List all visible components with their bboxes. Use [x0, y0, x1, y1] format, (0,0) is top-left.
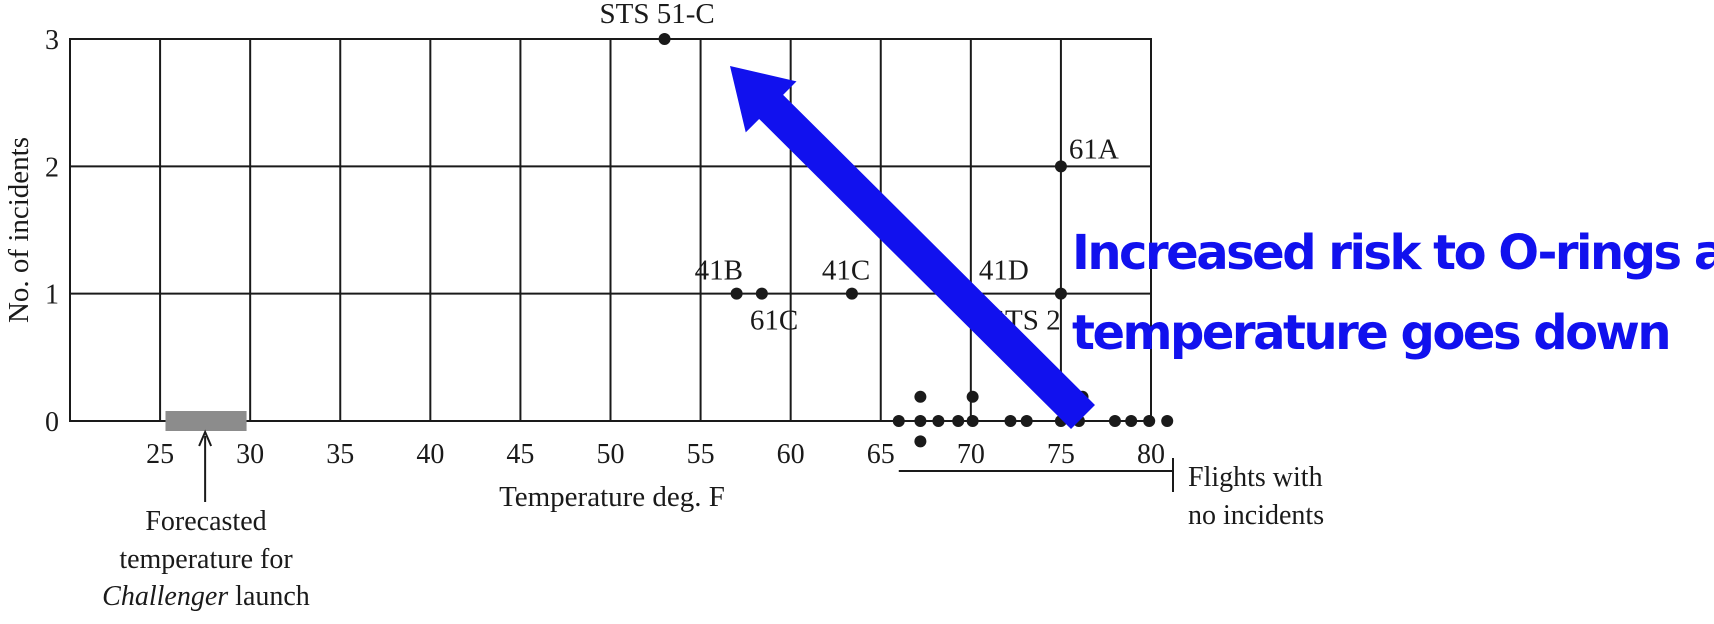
tick-labels: 25 30 35 40 45 50 55 60 65 70 75 80 0 1 2 3: [45, 25, 1165, 470]
risk-annotation-line2: temperature goes down: [1072, 305, 1672, 361]
no-incidents-line2: no incidents: [1188, 500, 1324, 531]
x-tick-label-50: 50: [597, 439, 625, 470]
forecast-temperature-bar: [165, 411, 247, 431]
x-tick-label-60: 60: [777, 439, 805, 470]
forecast-note-line3: Challenger launch: [102, 581, 310, 612]
y-tick-label-3: 3: [45, 25, 59, 56]
no-incident-point-12: [1161, 415, 1174, 427]
forecast-arrow-head: [198, 429, 213, 447]
x-tick-label-30: 30: [236, 439, 264, 470]
no-incident-point-10: [1125, 415, 1138, 427]
incident-point-4: [845, 287, 858, 300]
no-incident-point-5: [1004, 415, 1017, 427]
x-axis-label: Temperature deg. F: [499, 481, 725, 513]
x-tick-label-55: 55: [687, 439, 715, 470]
x-tick-label-35: 35: [326, 439, 354, 470]
no-incident-point-0: [892, 415, 905, 427]
no-incidents-bracket: [898, 458, 1174, 492]
stacked-point-1: [914, 435, 927, 448]
launch-word: launch: [228, 581, 310, 612]
x-tick-label-25: 25: [146, 439, 174, 470]
y-tick-label-0: 0: [45, 407, 59, 438]
incident-point-0: [658, 33, 671, 45]
forecast-note-line1: Forecasted: [145, 506, 266, 537]
chart-grid: [69, 38, 1152, 422]
no-incident-point-3: [952, 415, 965, 427]
x-tick-label-70: 70: [957, 439, 985, 470]
forecast-arrow: [198, 429, 213, 502]
risk-annotation-line1: Increased risk to O-rings as: [1072, 225, 1714, 281]
stacked-point-2: [966, 390, 979, 403]
y-tick-label-2: 2: [45, 152, 59, 183]
stacked-point-0: [914, 390, 927, 403]
no-incident-point-11: [1143, 415, 1156, 427]
point-label-1: 61A: [1069, 133, 1119, 165]
y-axis-label: No. of incidents: [3, 137, 35, 323]
no-incident-point-4: [966, 415, 979, 427]
risk-arrow-shape: [730, 66, 1095, 430]
x-tick-label-40: 40: [416, 439, 444, 470]
x-tick-label-65: 65: [867, 439, 895, 470]
risk-arrow-icon: [730, 66, 1095, 430]
risk-annotation: Increased risk to O-rings as temperature…: [1072, 213, 1714, 373]
incident-point-2: [730, 287, 743, 300]
no-incidents-line1: Flights with: [1188, 462, 1323, 493]
incident-point-3: [755, 287, 768, 300]
x-tick-label-80: 80: [1137, 439, 1165, 470]
point-label-5: 41D: [979, 255, 1029, 287]
challenger-word: Challenger: [102, 581, 228, 612]
incident-point-1: [1054, 160, 1067, 173]
x-tick-label-45: 45: [506, 439, 534, 470]
y-tick-label-1: 1: [45, 280, 59, 311]
incident-point-6: [1054, 287, 1067, 300]
point-label-0: STS 51-C: [600, 0, 715, 30]
point-label-4: 41C: [822, 255, 870, 287]
x-tick-label-75: 75: [1047, 439, 1075, 470]
no-incident-point-2: [932, 415, 945, 427]
no-incident-point-6: [1020, 415, 1033, 427]
forecast-note-line2: temperature for: [119, 544, 293, 575]
no-incident-point-1: [914, 415, 927, 427]
point-label-3: 61C: [750, 305, 798, 337]
no-incident-point-9: [1108, 415, 1121, 427]
point-label-2: 41B: [695, 255, 743, 287]
